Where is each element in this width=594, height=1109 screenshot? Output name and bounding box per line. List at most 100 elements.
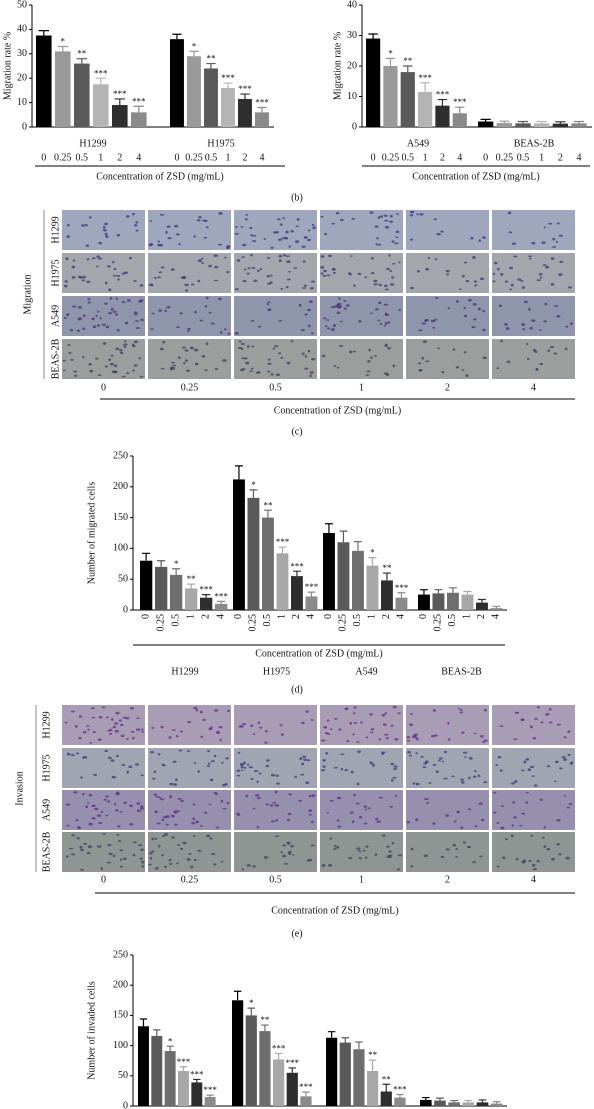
group-label: H1299 [79,138,106,149]
cell [336,366,340,369]
cell [390,724,394,727]
cell [385,267,391,270]
significance: * [168,1036,173,1046]
cell [424,760,429,764]
cell [353,284,356,287]
cell [158,844,161,848]
cell [311,223,315,226]
cell [250,724,254,727]
cell [396,868,401,871]
cell [377,243,382,246]
cell [370,272,375,275]
cell [322,765,326,768]
cell [421,322,426,325]
cell [66,235,70,238]
cell [561,756,566,759]
cell [265,803,269,806]
significance: *** [395,583,409,593]
significance: ** [206,54,216,64]
cell [301,287,307,289]
cell [250,254,253,257]
cell [451,775,455,778]
cell [340,218,344,222]
cell [294,240,300,243]
bar [276,553,289,610]
cell [510,834,514,837]
cell [556,843,561,846]
cell [540,721,544,724]
cell [535,369,539,371]
cell [333,848,337,850]
error-bar [478,1099,487,1103]
bar [366,38,381,127]
cell [462,841,467,844]
micrograph [406,748,489,788]
cell [236,259,241,262]
cell [304,355,308,358]
y-axis-label: Migration rate % [2,32,13,100]
y-tick-label: 0 [123,604,128,615]
cell [82,356,85,359]
cell [462,751,468,754]
cell [357,750,361,754]
cell [195,709,199,712]
cell [278,352,282,355]
error-bar [517,120,529,124]
cell [525,801,529,804]
cell [324,232,328,236]
cell [70,754,75,757]
cell [374,308,379,311]
cell [119,723,124,727]
cell [416,269,421,273]
cell [343,299,347,302]
cell [201,355,206,358]
cell [550,257,555,260]
cell [504,280,508,283]
cell [214,367,218,370]
cell [291,854,295,856]
cell [119,849,124,852]
cell [528,255,533,258]
cell [105,235,109,238]
cell [502,856,506,860]
micrograph [234,748,317,788]
cell [388,850,392,853]
cell [336,796,342,800]
cell [250,367,254,370]
error-bar [247,1007,256,1016]
cell [283,236,289,240]
bar [339,1042,351,1106]
significance: *** [94,68,108,78]
error-bar [187,583,196,589]
cell [197,770,201,773]
cell [286,278,291,281]
row-label: H1975 [41,754,52,781]
bar-label: 2 [200,614,211,619]
cell [480,818,485,822]
bar-label: 0.25 [155,614,166,632]
cell [288,793,293,796]
cell [130,730,135,733]
cell [198,216,202,219]
error-bar [492,1101,501,1104]
cell [80,848,84,852]
cell [227,332,231,335]
cell [323,269,327,273]
cell [126,215,130,218]
cell [441,760,445,763]
x-axis-label: Concentration of ZSD (mg/mL) [255,648,382,659]
cell [110,354,114,357]
cell [299,757,303,760]
cell [479,855,483,858]
cell [472,861,477,864]
cell [462,274,465,278]
cell [326,732,331,735]
cell [62,359,66,362]
bar-label: 0.5 [402,152,415,163]
cell [425,360,430,363]
cell [134,224,138,227]
cell [418,369,423,371]
bar-label: 1 [277,614,288,619]
cell [179,312,183,315]
cell [285,286,289,289]
